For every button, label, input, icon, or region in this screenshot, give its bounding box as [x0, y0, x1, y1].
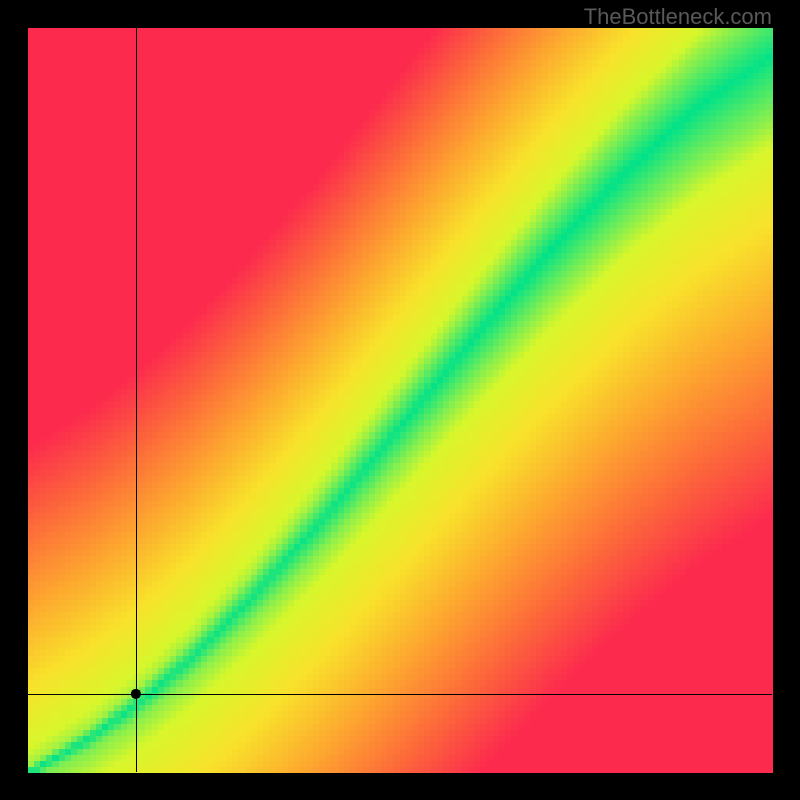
bottleneck-heatmap — [0, 0, 800, 800]
watermark-text: TheBottleneck.com — [584, 4, 772, 30]
